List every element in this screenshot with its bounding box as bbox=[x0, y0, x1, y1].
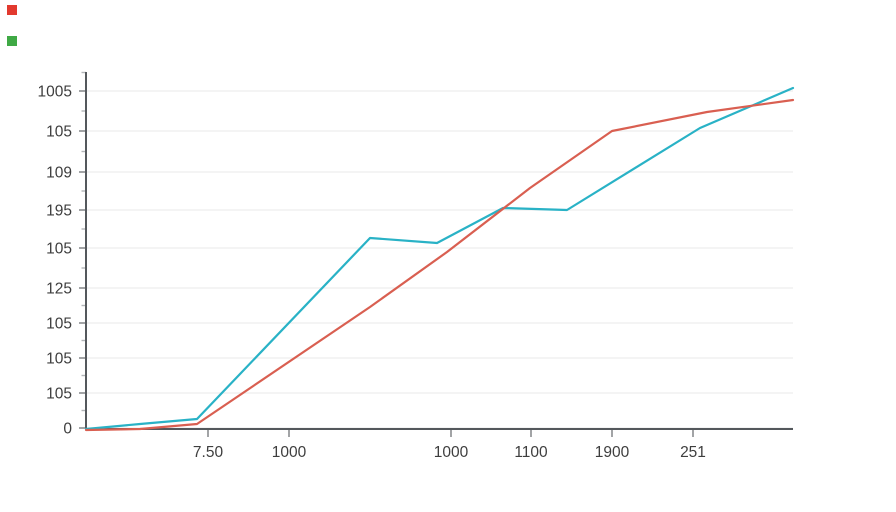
axis-labels: 1005 105 109 195 105 125 105 105 105 0 7.50 1000 100… bbox=[38, 84, 706, 462]
y-axis-tick-label: 105 bbox=[46, 316, 72, 333]
x-axis-tick-label: 7.50 bbox=[193, 444, 224, 461]
y-axis-tick-label: 105 bbox=[46, 386, 72, 403]
y-axis-tick-label: 195 bbox=[46, 203, 72, 220]
y-axis-tick-label: 105 bbox=[46, 124, 72, 141]
y-axis-tick-label: 105 bbox=[46, 241, 72, 258]
x-axis-tick-label: 1100 bbox=[514, 444, 548, 461]
gridlines bbox=[86, 90, 793, 429]
data-series bbox=[84, 86, 795, 432]
y-axis-tick-label: 109 bbox=[46, 165, 72, 182]
y-axis-tick-label: 105 bbox=[46, 351, 72, 368]
teal-series-line bbox=[84, 86, 795, 431]
y-axis-tick-label: 0 bbox=[63, 421, 72, 438]
y-axis-tick-label: 1005 bbox=[38, 84, 72, 101]
red-series-line bbox=[84, 98, 795, 432]
x-axis-tick-label: 1000 bbox=[434, 444, 469, 461]
axes bbox=[85, 72, 793, 430]
green-square-marker bbox=[7, 36, 17, 46]
x-axis-tick-label: 1900 bbox=[595, 444, 630, 461]
x-axis-tick-label: 251 bbox=[680, 444, 706, 461]
red-square-marker bbox=[7, 5, 17, 15]
axis-ticks bbox=[79, 71, 694, 437]
y-axis-tick-label: 125 bbox=[46, 281, 72, 298]
x-axis-tick-label: 1000 bbox=[272, 444, 307, 461]
